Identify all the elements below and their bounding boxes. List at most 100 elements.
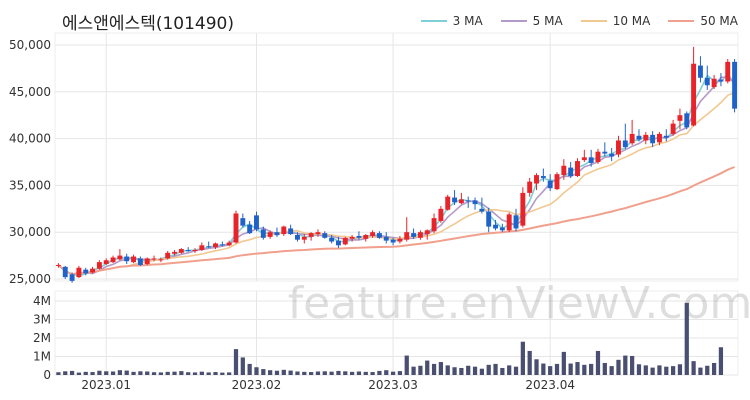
candle-body (677, 115, 683, 121)
volume-bar (145, 371, 150, 375)
candle-body (267, 232, 273, 237)
volume-bar (206, 372, 211, 375)
volume-bar (302, 371, 307, 375)
volume-bar (425, 360, 430, 375)
volume-bar (76, 372, 82, 375)
volume-bar (664, 366, 669, 375)
volume-bar (309, 372, 314, 375)
candle-body (308, 233, 314, 237)
x-tick-label: 2023.02 (232, 378, 282, 392)
candle-body (226, 242, 232, 246)
volume-bar (472, 366, 478, 375)
legend-swatch (420, 20, 447, 22)
legend-item: 10 MA (580, 14, 651, 28)
volume-bar (575, 362, 580, 375)
candle-body (349, 236, 355, 239)
candle-body (424, 230, 430, 235)
candle-body (691, 63, 697, 126)
candle-body (499, 227, 505, 231)
candle-body (684, 113, 690, 128)
volume-bar (240, 357, 245, 375)
candle-body (540, 176, 546, 178)
volume-bar (650, 367, 655, 375)
volume-bar (466, 365, 471, 375)
volume-bar (486, 364, 491, 375)
candle-body (144, 258, 150, 265)
volume-tick-label: 2M (33, 331, 51, 345)
candle-body (76, 267, 82, 278)
volume-bar (138, 371, 143, 375)
candle-body (595, 151, 601, 162)
candle-body (568, 167, 574, 177)
volume-bar (363, 371, 368, 375)
candle-body (636, 135, 642, 140)
candle-body (663, 135, 669, 138)
volume-bar (336, 370, 341, 375)
candle-body (103, 260, 109, 265)
candle-body (240, 218, 246, 226)
volume-bar (438, 362, 444, 375)
candle-body (206, 246, 212, 248)
candle-body (295, 235, 300, 240)
volume-bar (56, 372, 61, 375)
candle-body (711, 78, 717, 88)
volume-bar (90, 372, 95, 375)
price-tick-label: 40,000 (9, 132, 51, 146)
volume-bar (186, 372, 191, 375)
volume-bar (616, 359, 621, 375)
volume-tick-label: 1M (33, 350, 51, 364)
volume-bar (295, 371, 300, 375)
legend-label: 5 MA (532, 14, 563, 28)
volume-bar (561, 351, 566, 375)
candle-body (725, 61, 731, 82)
candle-body (219, 244, 225, 246)
candle-body (527, 181, 533, 193)
candle-body (622, 140, 628, 148)
candle-body (718, 79, 724, 82)
candle-body (472, 200, 478, 205)
price-tick-label: 35,000 (9, 178, 51, 192)
volume-bar (315, 371, 321, 375)
candle-body (158, 259, 164, 261)
volume-bar (705, 365, 710, 375)
watermark: feature.enViewV.com (288, 278, 750, 329)
volume-bar (691, 361, 696, 375)
candle-body (534, 175, 539, 184)
volume-bar (452, 367, 457, 375)
ma-line (57, 166, 735, 276)
candle-body (438, 208, 444, 221)
candle-body (62, 266, 68, 278)
candle-body (342, 237, 348, 245)
candle-body (151, 258, 157, 260)
chart-title: 에스앤에스텍(101490) (62, 14, 234, 34)
volume-bar (179, 371, 184, 375)
volume-bar (541, 363, 546, 375)
volume-bar (568, 363, 573, 375)
candle-body (554, 174, 560, 190)
candle-body (356, 235, 362, 238)
legend-label: 3 MA (452, 14, 483, 28)
candle-body (335, 240, 341, 246)
volume-bar (384, 370, 389, 375)
volume-bar (411, 366, 416, 375)
legend-label: 10 MA (612, 14, 651, 28)
legend-item: 50 MA (668, 14, 738, 28)
volume-bar (104, 371, 109, 375)
candle-body (329, 237, 335, 242)
candle-body (417, 232, 423, 238)
volume-bar (390, 371, 396, 375)
volume-bar (268, 370, 273, 375)
volume-bar (288, 370, 293, 375)
candle-body (547, 180, 553, 189)
volume-bar (329, 371, 334, 375)
candle-body (390, 239, 396, 243)
volume-bar (698, 367, 703, 375)
volume-bar (500, 367, 505, 375)
candle-body (697, 65, 703, 78)
volume-bar (507, 365, 512, 375)
volume-bar (370, 372, 375, 375)
candle-body (506, 214, 512, 231)
volume-bar (718, 347, 724, 375)
candle-body (185, 249, 191, 251)
